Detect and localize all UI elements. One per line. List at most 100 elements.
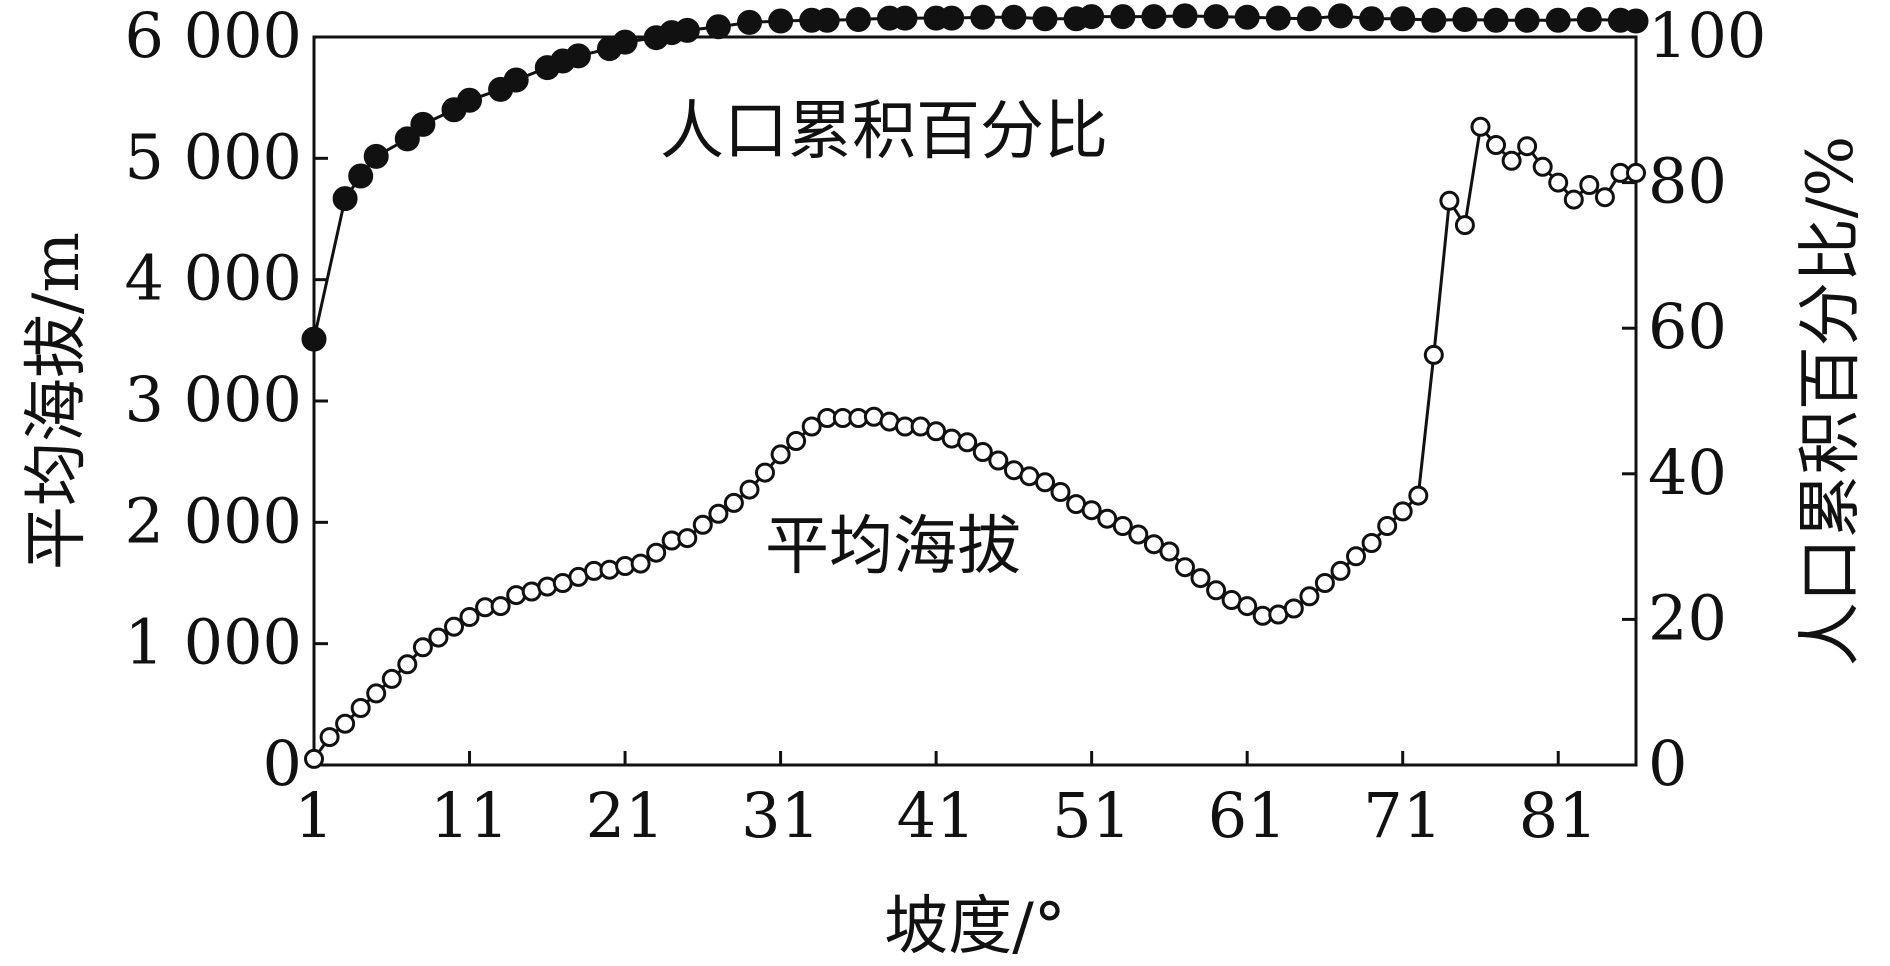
series-label-elevation: 平均海拔 — [765, 510, 1021, 584]
data-point — [428, 627, 449, 648]
data-point — [444, 616, 464, 637]
data-point — [814, 7, 840, 33]
data-point — [988, 450, 1009, 471]
data-point — [677, 528, 698, 549]
data-point — [1483, 7, 1509, 33]
data-point — [304, 748, 324, 769]
data-point — [1377, 516, 1398, 536]
data-point — [801, 416, 822, 437]
data-point — [1623, 8, 1649, 34]
x-axis-title: 坡度/° — [884, 890, 1066, 964]
data-point — [957, 432, 978, 453]
data-point — [1035, 472, 1055, 493]
data-point — [1112, 516, 1133, 536]
data-point — [319, 727, 340, 748]
data-point — [612, 29, 638, 55]
data-point — [381, 668, 402, 689]
y-right-tick-label: 0 — [1648, 727, 1687, 800]
data-point — [768, 8, 794, 34]
data-point — [1141, 4, 1167, 30]
series-mean-elevation — [304, 116, 1646, 769]
x-tick-label: 31 — [741, 779, 820, 852]
data-point — [350, 698, 371, 718]
data-point — [939, 5, 965, 31]
data-point — [1359, 6, 1385, 32]
x-tick-label: 81 — [1519, 779, 1598, 852]
data-point — [1206, 580, 1227, 601]
data-point — [394, 126, 420, 152]
y-right-tick-label: 80 — [1648, 145, 1727, 218]
x-tick-label: 61 — [1208, 779, 1287, 852]
y-left-tick-label: 2 000 — [125, 484, 303, 557]
data-point — [1579, 175, 1600, 195]
data-point — [1532, 156, 1553, 177]
data-point — [1097, 508, 1118, 529]
data-point — [1079, 4, 1105, 30]
data-point — [1237, 596, 1258, 617]
data-point — [348, 163, 374, 189]
data-point — [786, 431, 807, 451]
data-point — [1501, 150, 1522, 171]
data-point — [1314, 573, 1335, 593]
y-right-tick-label: 20 — [1648, 581, 1727, 654]
y-left-tick-label: 1 000 — [125, 606, 303, 679]
data-point — [1439, 190, 1460, 211]
data-point — [1265, 5, 1291, 31]
data-point — [1159, 541, 1180, 562]
series-population-cumulative — [301, 3, 1649, 352]
data-point — [770, 444, 791, 465]
x-tick-label: 21 — [586, 779, 665, 852]
y-left-tick-label: 4 000 — [125, 242, 303, 315]
axis-titles: 坡度/° 平均海拔/m 人口累积百分比/% — [20, 136, 1868, 964]
series-label-population: 人口累积百分比 — [660, 95, 1108, 169]
data-point — [459, 607, 480, 627]
data-point — [301, 326, 327, 352]
data-point — [1330, 560, 1351, 581]
data-point — [1594, 187, 1615, 208]
data-point — [926, 421, 947, 442]
data-point — [1110, 4, 1136, 30]
data-point — [1392, 501, 1413, 522]
y-right-tick-label: 100 — [1648, 0, 1766, 72]
data-point — [1545, 7, 1571, 33]
x-tick-label: 71 — [1363, 779, 1442, 852]
data-point — [412, 637, 433, 658]
axis-ticks — [312, 35, 1636, 767]
series-labels: 人口累积百分比 平均海拔 — [660, 95, 1108, 584]
data-point — [1081, 500, 1102, 521]
data-point — [1283, 598, 1304, 619]
data-point — [692, 514, 713, 535]
data-point — [755, 462, 775, 483]
data-point — [1203, 4, 1229, 30]
data-point — [708, 503, 729, 524]
data-point — [1128, 524, 1149, 545]
data-point — [630, 553, 651, 574]
data-point — [1563, 189, 1584, 210]
data-point — [646, 542, 667, 563]
data-point — [565, 43, 591, 69]
data-point — [1423, 344, 1444, 365]
data-point — [1328, 3, 1353, 29]
data-point — [845, 7, 871, 32]
data-series — [301, 3, 1649, 769]
data-point — [705, 14, 731, 40]
data-point — [1517, 136, 1538, 157]
data-point — [1626, 162, 1646, 183]
y-right-tick-label: 40 — [1648, 436, 1727, 509]
data-point — [457, 87, 482, 113]
y-axis-right-title: 人口累积百分比/% — [1794, 136, 1868, 666]
data-point — [1346, 546, 1366, 567]
data-point — [1486, 135, 1506, 155]
data-point — [739, 479, 760, 500]
x-tick-label: 1 — [294, 779, 333, 852]
y-left-tick-label: 0 — [263, 727, 302, 800]
data-point — [1143, 534, 1164, 555]
x-tick-label: 41 — [897, 779, 976, 852]
data-point — [332, 186, 358, 212]
data-point — [972, 442, 993, 462]
data-point — [1514, 7, 1540, 33]
data-point — [1032, 6, 1058, 32]
data-point — [363, 143, 389, 169]
